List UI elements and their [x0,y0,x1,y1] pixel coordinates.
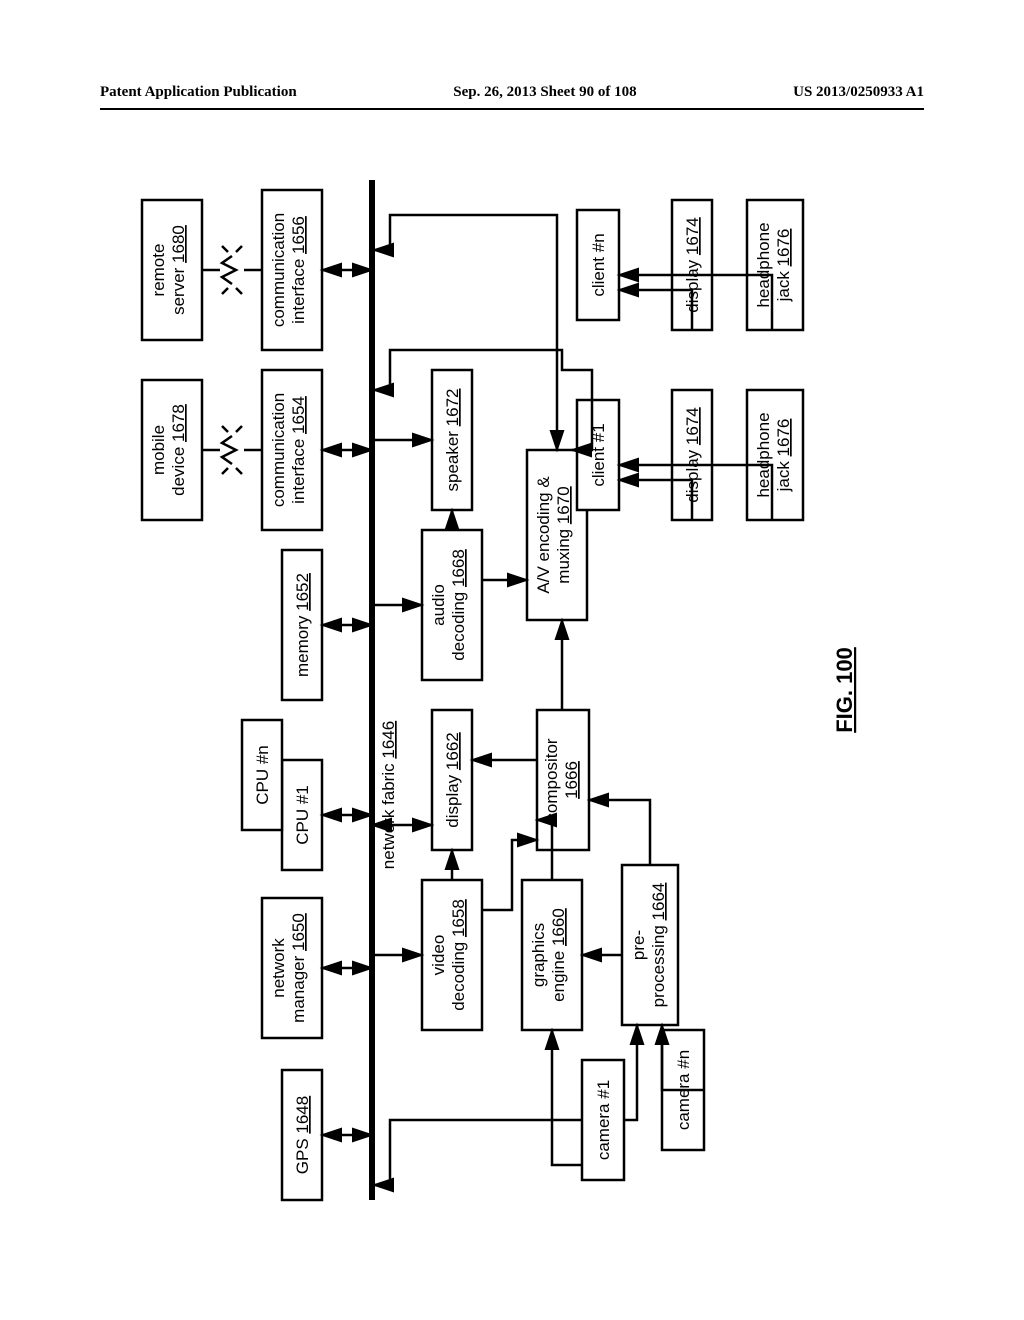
svg-text:client #n: client #n [589,233,608,296]
page-header: Patent Application Publication Sep. 26, … [100,84,924,101]
node-mobile: mobiledevice 1678 [142,380,202,520]
wireless-icons [202,246,262,474]
node-comm2: communicationinterface 1656 [262,190,322,350]
svg-text:decoding 1668: decoding 1668 [449,549,468,661]
wireless-icon [222,246,242,294]
svg-text:device 1678: device 1678 [169,404,188,496]
node-memory: memory 1652 [282,550,322,700]
svg-text:1666: 1666 [562,761,581,799]
node-clientn: client #n [577,210,619,320]
svg-text:server 1680: server 1680 [169,225,188,315]
diagram-container: network fabric 1646 GPS 1648networkmanag… [0,310,1024,1070]
node-display: display 1662 [432,710,472,850]
svg-text:engine 1660: engine 1660 [549,908,568,1002]
node-preproc: pre-processing 1664 [622,865,678,1025]
svg-text:GPS 1648: GPS 1648 [293,1096,312,1174]
svg-text:communication: communication [269,213,288,327]
edge [624,1025,637,1120]
svg-text:jack 1676: jack 1676 [774,419,793,493]
svg-text:graphics: graphics [529,923,548,987]
page: Patent Application Publication Sep. 26, … [0,0,1024,1320]
header-left: Patent Application Publication [100,84,297,101]
svg-text:display 1662: display 1662 [443,732,462,827]
node-cpu1: CPU #1 [282,760,322,870]
svg-text:muxing 1670: muxing 1670 [554,486,573,583]
svg-text:A/V encoding &: A/V encoding & [534,476,553,594]
svg-text:compositor: compositor [542,738,561,821]
svg-text:communication: communication [269,393,288,507]
header-right: US 2013/0250933 A1 [793,84,924,101]
header-center: Sep. 26, 2013 Sheet 90 of 108 [453,84,636,101]
figure-label: FIG. 100 [832,647,857,733]
svg-text:remote: remote [149,244,168,297]
node-client1: client #1 [577,400,619,510]
svg-text:network: network [269,938,288,998]
node-netmgr: networkmanager 1650 [262,898,322,1038]
svg-text:decoding 1658: decoding 1658 [449,899,468,1011]
node-cpun: CPU #n [242,720,282,830]
svg-text:headphone: headphone [754,412,773,497]
node-speaker: speaker 1672 [432,370,472,510]
edge [589,800,650,865]
svg-text:interface 1654: interface 1654 [289,396,308,504]
wireless-icon [222,426,242,474]
node-cam1: camera #1 [582,1060,624,1180]
svg-text:video: video [429,935,448,976]
nodes: GPS 1648 networkmanager 1650 CPU #1 CPU #n m… [142,190,803,1200]
svg-text:headphone: headphone [754,222,773,307]
edge [552,1030,582,1165]
svg-text:pre-: pre- [629,930,648,960]
node-gps: GPS 1648 [282,1070,322,1200]
node-comp: compositor1666 [537,710,589,850]
node-hp1: headphonejack 1676 [747,390,803,520]
node-adec: audiodecoding 1668 [422,530,482,680]
bus-label: network fabric 1646 [379,721,398,869]
svg-text:memory 1652: memory 1652 [293,573,312,677]
node-hpn: headphonejack 1676 [747,200,803,330]
header-rule [100,108,924,110]
node-comm1: communicationinterface 1654 [262,370,322,530]
node-gfx: graphicsengine 1660 [522,880,582,1030]
svg-text:CPU #n: CPU #n [253,745,272,805]
svg-text:speaker 1672: speaker 1672 [443,388,462,491]
block-diagram: network fabric 1646 GPS 1648 networkmanag… [132,160,892,1220]
svg-text:audio: audio [429,584,448,626]
svg-text:mobile: mobile [149,425,168,475]
node-vdec: videodecoding 1658 [422,880,482,1030]
svg-text:CPU #1: CPU #1 [293,785,312,845]
svg-text:interface 1656: interface 1656 [289,216,308,324]
svg-text:processing 1664: processing 1664 [649,883,668,1008]
edge [374,350,592,450]
svg-text:jack 1676: jack 1676 [774,229,793,303]
node-remote: remoteserver 1680 [142,200,202,340]
svg-text:camera #1: camera #1 [594,1080,613,1160]
svg-text:manager 1650: manager 1650 [289,913,308,1023]
